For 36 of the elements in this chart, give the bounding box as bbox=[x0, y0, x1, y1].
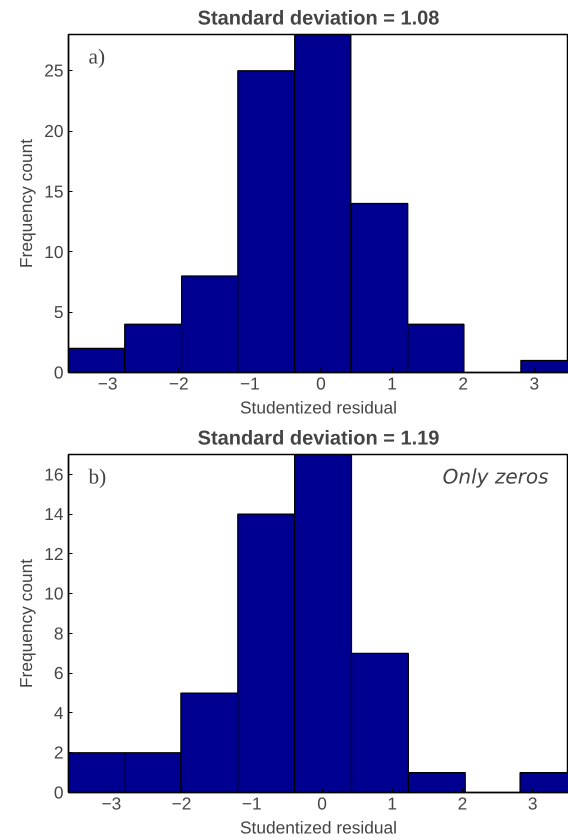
y-tick-label: 10 bbox=[44, 584, 64, 604]
y-tick-label: 15 bbox=[44, 181, 64, 202]
y-tick-label: 25 bbox=[44, 60, 64, 81]
y-tick-label: 10 bbox=[44, 242, 64, 262]
annotation: b) bbox=[88, 464, 106, 489]
annotation: a) bbox=[88, 44, 106, 69]
y-axis-title: Frequency count bbox=[16, 558, 36, 688]
annotation: Only zeros bbox=[442, 464, 549, 489]
x-tick-label: 3 bbox=[528, 794, 538, 814]
y-axis-title: Frequency count bbox=[16, 138, 36, 268]
x-tick-label: 0 bbox=[316, 374, 326, 394]
y-tick-label: 20 bbox=[44, 121, 64, 142]
y-tick-label: 2 bbox=[54, 742, 64, 763]
x-tick-label: −3 bbox=[101, 794, 122, 814]
y-tick-label: 12 bbox=[44, 544, 64, 564]
x-tick-label: −2 bbox=[168, 374, 189, 394]
y-tick-label: 14 bbox=[44, 504, 64, 524]
x-tick-label: 1 bbox=[387, 374, 397, 394]
x-tick-label: 3 bbox=[530, 374, 540, 394]
x-tick-label: −1 bbox=[242, 794, 262, 814]
x-tick-label: −3 bbox=[98, 374, 118, 394]
x-axis-title: Studentized residual bbox=[240, 818, 398, 838]
chart-title: Standard deviation = 1.19 bbox=[198, 428, 440, 450]
y-tick-label: 6 bbox=[54, 663, 64, 684]
x-tick-label: −2 bbox=[172, 794, 192, 814]
y-tick-label: 8 bbox=[54, 623, 64, 644]
chart-title: Standard deviation = 1.08 bbox=[198, 8, 440, 30]
y-tick-label: 16 bbox=[44, 464, 64, 484]
x-tick-label: 2 bbox=[458, 794, 468, 814]
x-tick-label: 0 bbox=[317, 794, 327, 814]
y-tick-label: 5 bbox=[54, 302, 64, 322]
x-axis-title: Studentized residual bbox=[240, 398, 398, 418]
x-tick-label: 1 bbox=[387, 794, 398, 814]
y-tick-label: 4 bbox=[54, 702, 64, 723]
x-tick-label: 2 bbox=[458, 374, 468, 394]
x-tick-label: −1 bbox=[240, 374, 260, 394]
